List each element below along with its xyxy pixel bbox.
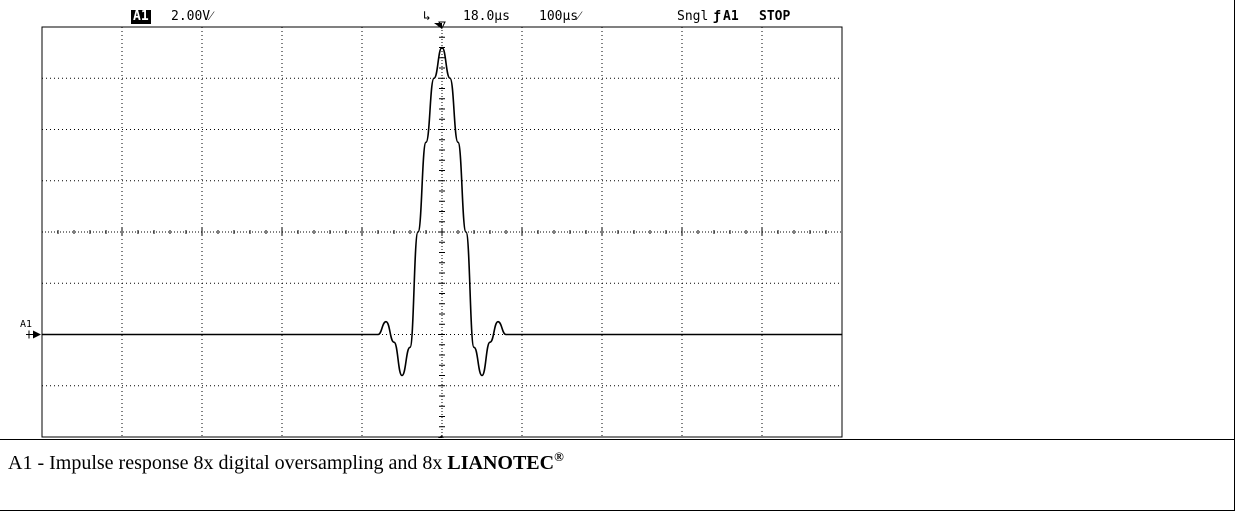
waveform-point: [441, 46, 443, 49]
waveform-point: [449, 77, 451, 79]
channel-marker-label: A1: [20, 319, 33, 330]
registered-mark: ®: [554, 449, 564, 464]
waveform-point: [489, 341, 491, 343]
waveform-point: [473, 346, 475, 348]
trigger-source: A1: [723, 9, 739, 24]
time-per-div: 100µs⁄: [539, 9, 581, 24]
scope-graph: [26, 21, 843, 438]
trigger-marker-outline-top-icon: [438, 21, 446, 30]
waveform-point: [433, 77, 435, 79]
waveform-point: [409, 346, 411, 348]
waveform-point: [841, 333, 843, 336]
waveform-point: [481, 374, 483, 377]
waveform-point: [425, 141, 427, 143]
waveform-point: [497, 321, 499, 323]
waveform-point: [41, 333, 43, 336]
acquisition-mode: Sngl: [677, 9, 709, 24]
waveform-point: [457, 141, 459, 143]
channel-ground-marker-icon: [33, 330, 41, 339]
figure-cell: [0, 439, 1234, 440]
channel-badge: A1: [131, 9, 151, 24]
trigger-edge-icon: ↳: [423, 9, 431, 24]
waveform-point: [385, 321, 387, 323]
trigger-position: 18.0µs: [463, 9, 510, 24]
volts-per-div: 2.00V⁄: [171, 9, 213, 24]
waveform-point: [401, 374, 403, 377]
oscilloscope-display: A1 2.00V⁄ ↳ 18.0µs 100µs⁄ Sngl ƒ A1 STOP…: [13, 8, 843, 438]
waveform-point: [377, 333, 379, 336]
waveform-point: [417, 231, 419, 233]
caption-text: A1 - Impulse response 8x digital oversam…: [8, 452, 448, 474]
caption-brand: LIANOTEC: [447, 452, 555, 474]
waveform-point: [505, 333, 507, 336]
trigger-slope-icon: ƒ: [713, 9, 721, 24]
run-state: STOP: [759, 9, 791, 24]
waveform-point: [393, 341, 395, 343]
waveform-point: [465, 231, 467, 233]
figure-caption: A1 - Impulse response 8x digital oversam…: [8, 449, 564, 475]
